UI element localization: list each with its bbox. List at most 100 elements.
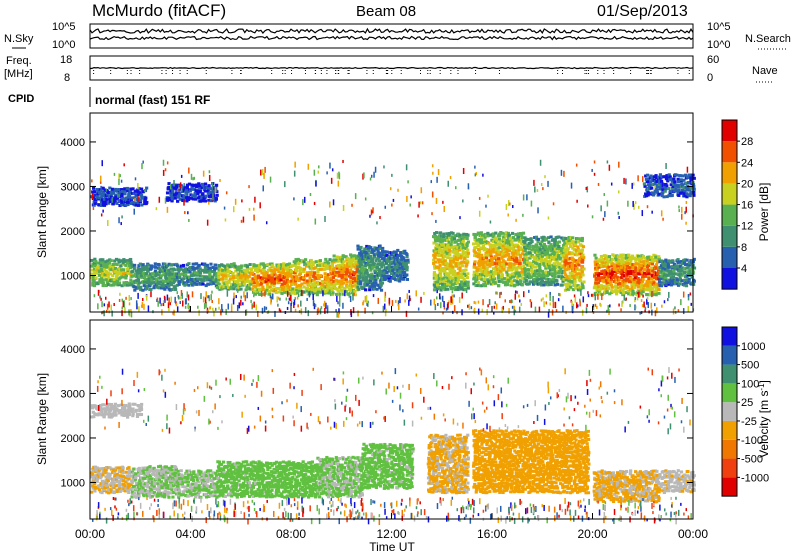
echo-cell (541, 251, 545, 255)
echo-cell (565, 256, 569, 260)
scatter-cell (284, 181, 286, 188)
noise-search-trace (89, 35, 694, 41)
echo-cell (522, 239, 526, 243)
echo-cell (394, 267, 398, 271)
echo-cell (533, 269, 537, 273)
echo-cell (397, 270, 402, 274)
echo-cell (132, 191, 136, 195)
scatter-cell (111, 196, 114, 203)
scatter-cell (172, 311, 174, 315)
echo-cell (459, 256, 463, 260)
echo-cell (256, 276, 261, 280)
echo-cell (671, 184, 675, 188)
echo-cell (365, 263, 370, 267)
echo-cell (566, 263, 570, 267)
echo-cell (217, 282, 221, 286)
echo-cell (138, 191, 142, 195)
echo-cell (112, 491, 116, 495)
echo-cell (657, 192, 661, 196)
echo-cell (287, 265, 291, 269)
echo-cell (288, 272, 292, 276)
echo-cell (126, 189, 130, 193)
echo-cell (312, 266, 316, 270)
echo-cell (139, 285, 143, 289)
echo-cell (655, 190, 659, 194)
echo-cell (303, 281, 307, 285)
echo-cell (298, 272, 303, 276)
echo-cell (212, 194, 216, 198)
echo-cell (581, 253, 585, 257)
echo-cell (223, 271, 228, 275)
echo-cell (279, 278, 283, 282)
scatter-cell (436, 296, 438, 300)
echo-cell (636, 277, 640, 281)
echo-cell (255, 266, 259, 270)
scatter-cell (448, 300, 450, 304)
echo-cell (141, 263, 145, 267)
scatter-cell (507, 213, 509, 217)
echo-cell (674, 264, 678, 268)
scatter-cell (113, 302, 115, 306)
echo-cell (266, 262, 270, 266)
scatter-cell (539, 159, 542, 166)
echo-cell (647, 180, 651, 184)
echo-cell (642, 262, 646, 266)
echo-cell (173, 196, 177, 200)
echo-cell (373, 276, 377, 280)
echo-cell (593, 260, 597, 264)
scatter-cell (408, 299, 410, 306)
echo-cell (575, 266, 579, 270)
scatter-cell (475, 172, 477, 176)
echo-cell (622, 263, 626, 267)
echo-cell (368, 288, 372, 292)
echo-cell (685, 188, 689, 192)
echo-cell (102, 197, 107, 201)
echo-cell (531, 244, 535, 248)
echo-cell (163, 262, 167, 266)
echo-cell (106, 472, 110, 476)
scatter-cell (274, 310, 276, 317)
echo-cell (682, 270, 687, 274)
echo-cell (110, 471, 115, 475)
scatter-cell (179, 182, 182, 189)
echo-cell (434, 253, 439, 257)
scatter-cell (352, 294, 354, 301)
echo-cell (624, 286, 628, 290)
echo-cell (492, 240, 496, 244)
echo-cell (475, 278, 479, 282)
echo-cell (292, 289, 296, 293)
echo-cell (90, 472, 94, 476)
scatter-cell (118, 178, 120, 185)
echo-cell (464, 274, 468, 278)
scatter-cell (93, 294, 96, 298)
echo-cell (164, 283, 168, 287)
echo-cell (344, 289, 348, 293)
echo-cell (294, 258, 298, 262)
scatter-cell (307, 310, 310, 317)
echo-cell (198, 187, 202, 191)
echo-cell (251, 277, 256, 281)
echo-cell (566, 247, 570, 251)
echo-cell (448, 282, 452, 286)
echo-cell (596, 273, 601, 277)
echo-cell (433, 273, 437, 277)
scatter-cell (300, 300, 302, 307)
scatter-cell (542, 187, 544, 191)
echo-cell (228, 265, 232, 269)
scatter-cell (184, 298, 187, 305)
scatter-cell (198, 309, 200, 316)
echo-cell (320, 264, 324, 268)
echo-cell (346, 262, 350, 266)
echo-cell (458, 269, 462, 273)
echo-cell (510, 280, 514, 284)
echo-cell (228, 269, 232, 273)
echo-cell (365, 244, 369, 248)
echo-cell (454, 240, 458, 244)
echo-cell (332, 279, 336, 283)
echo-cell (440, 260, 445, 264)
echo-cell (528, 244, 532, 248)
echo-cell (175, 272, 179, 276)
echo-cell (385, 262, 389, 266)
echo-cell (458, 266, 462, 270)
